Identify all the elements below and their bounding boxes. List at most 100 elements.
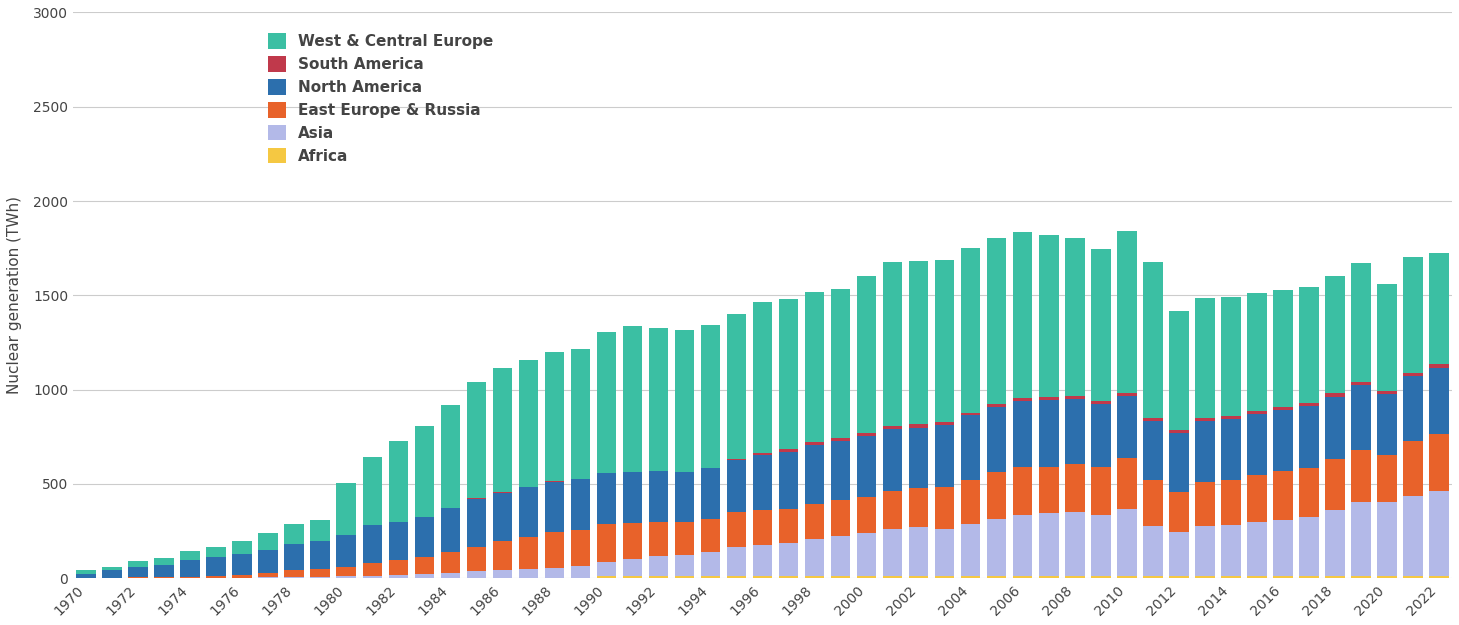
Bar — [649, 328, 668, 471]
Bar — [414, 558, 435, 574]
Bar — [1274, 520, 1293, 576]
Bar — [1169, 492, 1189, 532]
Bar — [1221, 526, 1240, 576]
Bar — [830, 438, 851, 441]
Bar — [362, 526, 382, 563]
Bar — [311, 541, 330, 569]
Bar — [232, 541, 252, 554]
Bar — [1118, 509, 1137, 576]
Bar — [1325, 393, 1345, 397]
Bar — [206, 546, 226, 558]
Bar — [1247, 414, 1266, 476]
Bar — [155, 558, 174, 565]
Bar — [1404, 496, 1423, 576]
Bar — [76, 574, 96, 578]
Bar — [1221, 297, 1240, 416]
Bar — [1013, 401, 1033, 467]
Bar — [155, 565, 174, 577]
Bar — [1299, 402, 1319, 406]
Bar — [1091, 249, 1110, 401]
Bar — [727, 512, 747, 548]
Bar — [830, 441, 851, 501]
Bar — [1039, 576, 1059, 578]
Bar — [337, 576, 356, 578]
Legend: West & Central Europe, South America, North America, East Europe & Russia, Asia,: West & Central Europe, South America, No… — [260, 26, 500, 171]
Bar — [570, 349, 591, 479]
Bar — [1247, 293, 1266, 411]
Bar — [1325, 276, 1345, 393]
Bar — [441, 552, 460, 572]
Bar — [414, 426, 435, 516]
Bar — [856, 433, 877, 436]
Bar — [1039, 235, 1059, 397]
Bar — [1430, 576, 1449, 578]
Bar — [883, 262, 903, 426]
Bar — [1195, 576, 1215, 578]
Bar — [909, 576, 928, 578]
Bar — [1274, 576, 1293, 578]
Bar — [467, 546, 486, 571]
Bar — [909, 528, 928, 576]
Bar — [753, 576, 772, 578]
Bar — [753, 453, 772, 455]
Bar — [986, 576, 1007, 578]
Bar — [441, 508, 460, 552]
Bar — [441, 572, 460, 578]
Bar — [1351, 385, 1371, 450]
Bar — [1142, 576, 1163, 578]
Bar — [1065, 238, 1084, 396]
Bar — [232, 554, 252, 575]
Bar — [1221, 480, 1240, 526]
Bar — [1221, 416, 1240, 419]
Bar — [128, 561, 147, 567]
Bar — [674, 472, 694, 522]
Bar — [493, 570, 512, 578]
Bar — [805, 442, 824, 445]
Bar — [1404, 376, 1423, 441]
Bar — [753, 455, 772, 510]
Bar — [1118, 393, 1137, 396]
Bar — [1247, 522, 1266, 576]
Bar — [883, 426, 903, 429]
Bar — [337, 566, 356, 576]
Bar — [805, 539, 824, 576]
Bar — [649, 522, 668, 556]
Bar — [128, 567, 147, 578]
Bar — [1404, 257, 1423, 373]
Bar — [544, 532, 565, 568]
Bar — [805, 576, 824, 578]
Bar — [181, 577, 200, 578]
Bar — [935, 576, 954, 578]
Bar — [311, 569, 330, 577]
Bar — [935, 529, 954, 576]
Bar — [909, 261, 928, 424]
Bar — [1274, 411, 1293, 471]
Y-axis label: Nuclear generation (TWh): Nuclear generation (TWh) — [7, 196, 22, 394]
Bar — [155, 577, 174, 578]
Bar — [909, 488, 928, 528]
Bar — [909, 424, 928, 428]
Bar — [883, 576, 903, 578]
Bar — [311, 577, 330, 578]
Bar — [1091, 576, 1110, 578]
Bar — [467, 499, 486, 546]
Bar — [1351, 503, 1371, 576]
Bar — [1377, 576, 1396, 578]
Bar — [181, 560, 200, 577]
Bar — [623, 576, 642, 578]
Bar — [700, 519, 721, 552]
Bar — [830, 536, 851, 576]
Bar — [1118, 576, 1137, 578]
Bar — [1377, 284, 1396, 391]
Bar — [1039, 513, 1059, 576]
Bar — [1091, 467, 1110, 514]
Bar — [727, 576, 747, 578]
Bar — [311, 520, 330, 541]
Bar — [935, 488, 954, 529]
Bar — [1142, 421, 1163, 480]
Bar — [1299, 468, 1319, 517]
Bar — [285, 577, 303, 578]
Bar — [830, 501, 851, 536]
Bar — [623, 522, 642, 559]
Bar — [779, 576, 798, 578]
